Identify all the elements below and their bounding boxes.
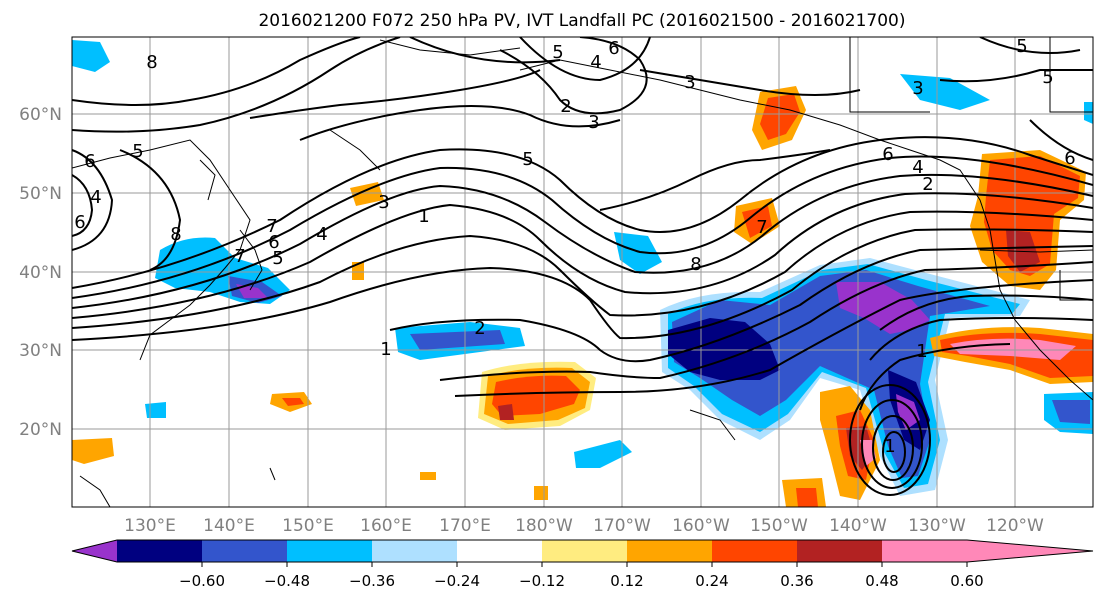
- contour-label: 6: [268, 232, 279, 253]
- contour-label: 4: [316, 224, 327, 245]
- map-content: 8 6 5 4 2 3 6 5 4 3 6 7 5 8 6 7 5 4 3 1 …: [72, 36, 1093, 507]
- contour-label: 8: [146, 52, 157, 73]
- colorbar-segment: [202, 540, 287, 562]
- colorbar-tick-label: −0.24: [434, 572, 480, 590]
- colorbar-segment: [712, 540, 797, 562]
- map-frame: [71, 36, 1094, 508]
- contour-label: 6: [608, 38, 619, 59]
- colorbar-segment: [372, 540, 457, 562]
- lon-label: 140°W: [829, 516, 887, 536]
- contour-label: 1: [418, 206, 429, 227]
- lon-label: 160°W: [672, 516, 730, 536]
- colorbar-outline: [71, 539, 1094, 563]
- lat-axis: 60°N 50°N 40°N 30°N 20°N: [19, 105, 62, 440]
- colorbar-tick-label: 0.60: [950, 572, 983, 590]
- contour-label: 4: [90, 187, 101, 208]
- contour-label: 1: [916, 341, 927, 362]
- lon-label: 170°E: [439, 516, 491, 536]
- contour-label: 4: [912, 157, 923, 178]
- figure-title: 2016021200 F072 250 hPa PV, IVT Landfall…: [258, 11, 905, 31]
- lon-label: 180°W: [515, 516, 573, 536]
- contour-label: 6: [84, 151, 95, 172]
- contour-label: 8: [690, 254, 701, 275]
- lat-label: 30°N: [19, 341, 62, 361]
- contour-label: 1: [380, 339, 391, 360]
- lat-label: 60°N: [19, 105, 62, 125]
- lon-label: 120°W: [986, 516, 1044, 536]
- pc-shading: [72, 40, 1093, 507]
- contour-label: 6: [74, 212, 85, 233]
- colorbar-segment: [117, 540, 202, 562]
- colorbar-left-extension: [72, 540, 117, 562]
- colorbar-tick-label: 0.24: [695, 572, 728, 590]
- contour-label: 7: [234, 246, 245, 267]
- contour-label: 2: [474, 318, 485, 339]
- contour-label: 5: [1016, 36, 1027, 57]
- contour-label: 3: [378, 192, 389, 213]
- contour-label: 3: [912, 78, 923, 99]
- contour-label: 3: [588, 112, 599, 133]
- contour-label: 5: [552, 42, 563, 63]
- contour-label: 5: [132, 141, 143, 162]
- colorbar-tick-label: −0.48: [264, 572, 310, 590]
- colorbar-segment: [882, 540, 967, 562]
- lat-label: 50°N: [19, 184, 62, 204]
- lon-label: 150°E: [282, 516, 334, 536]
- pv-contours: [72, 37, 1093, 496]
- contour-label: 5: [1042, 67, 1053, 88]
- colorbar-segment: [627, 540, 712, 562]
- contour-label: 3: [684, 72, 695, 93]
- contour-label: 7: [266, 216, 277, 237]
- colorbar-segment: [287, 540, 372, 562]
- colorbar: −0.60 −0.48 −0.36 −0.24 −0.12 0.12 0.24 …: [71, 539, 1094, 590]
- colorbar-segment: [457, 540, 542, 562]
- colorbar-segment: [797, 540, 882, 562]
- contour-label: 2: [922, 174, 933, 195]
- colorbar-tick-label: −0.12: [519, 572, 565, 590]
- contour-label: 1: [884, 436, 895, 457]
- colorbar-tick-label: −0.60: [179, 572, 225, 590]
- lon-label: 130°E: [124, 516, 176, 536]
- contour-label-group: 8 6 5 4 2 3 6 5 4 3 6 7 5 8 6 7 5 4 3 1 …: [74, 36, 1075, 457]
- contour-label: 7: [756, 217, 767, 238]
- lon-label: 150°W: [750, 516, 808, 536]
- lon-label: 170°W: [593, 516, 651, 536]
- contour-label: 5: [272, 248, 283, 269]
- contour-label: 8: [170, 224, 181, 245]
- colorbar-labels: −0.60 −0.48 −0.36 −0.24 −0.12 0.12 0.24 …: [179, 572, 984, 590]
- contour-label: 4: [590, 52, 601, 73]
- lon-label: 140°E: [203, 516, 255, 536]
- colorbar-ticks: [201, 562, 968, 567]
- lat-label: 20°N: [19, 420, 62, 440]
- contour-label: 6: [882, 144, 893, 165]
- lon-label: 160°E: [360, 516, 412, 536]
- colorbar-segment: [542, 540, 627, 562]
- colorbar-tick-label: 0.48: [865, 572, 898, 590]
- contour-label: 2: [560, 96, 571, 117]
- colorbar-tick-label: −0.36: [349, 572, 395, 590]
- colorbar-right-extension: [967, 540, 1093, 562]
- lat-label: 40°N: [19, 263, 62, 283]
- colorbar-tick-label: 0.36: [780, 572, 813, 590]
- lon-label: 130°W: [908, 516, 966, 536]
- contour-label: 5: [522, 149, 533, 170]
- colorbar-tick-label: 0.12: [610, 572, 643, 590]
- contour-label: 6: [1064, 148, 1075, 169]
- lon-axis: 130°E 140°E 150°E 160°E 170°E 180°W 170°…: [124, 516, 1044, 536]
